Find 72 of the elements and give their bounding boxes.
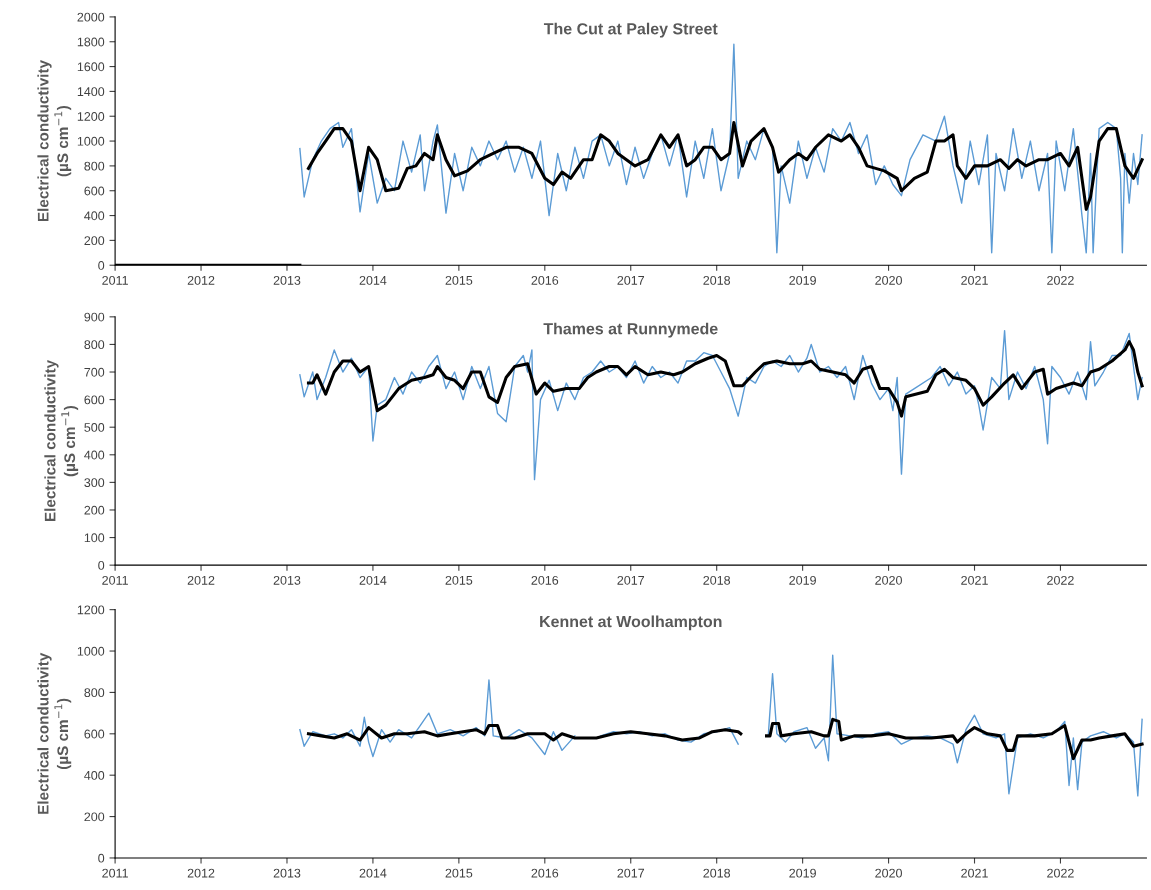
- y-tick-label: 1200: [77, 605, 105, 615]
- y-tick-label: 800: [84, 340, 105, 350]
- y-tick-label: 0: [98, 560, 105, 570]
- line-series: [306, 340, 1144, 418]
- x-tick-label: 2020: [875, 275, 902, 285]
- y-tick-label: 200: [84, 236, 105, 246]
- x-tick-label: 2019: [789, 868, 816, 878]
- x-tick-label: 2020: [875, 575, 902, 585]
- y-tick-label: 1800: [77, 37, 105, 47]
- chart-title: Kennet at Woolhampton: [540, 615, 722, 631]
- x-tick-label: 2016: [531, 575, 559, 585]
- y-tick-label: 400: [84, 450, 105, 460]
- y-tick-label: 500: [84, 423, 105, 432]
- y-tick-label: 1000: [77, 646, 105, 656]
- y-tick-label: 100: [84, 533, 105, 543]
- x-tick-label: 2015: [445, 575, 473, 585]
- x-tick-label: 2015: [445, 868, 473, 878]
- x-tick-label: 2022: [1047, 868, 1074, 878]
- y-tick-label: 800: [84, 688, 105, 698]
- x-tick-label: 2016: [531, 275, 559, 285]
- x-tick-label: 2013: [273, 868, 301, 878]
- x-tick-label: 2014: [359, 575, 387, 585]
- x-tick-label: 2022: [1047, 275, 1074, 285]
- x-tick-label: 2017: [617, 868, 645, 878]
- x-tick-label: 2012: [187, 275, 215, 285]
- x-tick-label: 2011: [102, 575, 128, 585]
- x-tick-label: 2021: [961, 275, 988, 285]
- x-tick-label: 2013: [273, 575, 301, 585]
- y-axis-title: Electrical conductivity (µS cm$^{−1}$): [37, 652, 72, 814]
- y-tick-label: 0: [98, 853, 105, 863]
- x-tick-label: 2017: [617, 275, 645, 285]
- y-tick-label: 900: [84, 312, 105, 322]
- x-tick-label: 2012: [187, 868, 215, 878]
- x-tick-label: 2014: [359, 868, 387, 878]
- x-tick-label: 2021: [961, 575, 988, 585]
- x-tick-label: 2014: [359, 275, 387, 285]
- y-tick-label: 1600: [77, 62, 105, 72]
- y-tick-label: 2000: [77, 12, 105, 22]
- y-tick-label: 200: [84, 505, 105, 515]
- x-tick-label: 2017: [617, 575, 645, 585]
- y-tick-label: 1000: [77, 136, 105, 146]
- y-tick-label: 600: [84, 186, 105, 196]
- x-tick-label: 2020: [875, 868, 902, 878]
- x-tick-label: 2018: [703, 275, 731, 285]
- x-tick-label: 2019: [789, 275, 816, 285]
- y-tick-label: 1400: [77, 87, 105, 97]
- x-tick-label: 2016: [531, 868, 559, 878]
- x-tick-label: 2019: [789, 575, 816, 585]
- y-tick-label: 200: [84, 812, 105, 822]
- x-tick-label: 2012: [187, 575, 215, 585]
- y-tick-label: 800: [84, 161, 105, 171]
- x-tick-label: 2018: [703, 868, 731, 878]
- y-tick-label: 400: [84, 770, 105, 780]
- y-tick-label: 700: [84, 367, 105, 377]
- y-axis-title: Electrical conductivity (µS cm$^{−1}$): [37, 60, 72, 222]
- x-tick-label: 2022: [1047, 575, 1074, 585]
- line-series: [299, 43, 1143, 254]
- y-tick-label: 0: [98, 261, 105, 270]
- y-axis-title: Electrical conductivity (µS cm$^{−1}$): [44, 359, 79, 522]
- x-tick-label: 2011: [102, 868, 128, 878]
- y-tick-label: 400: [84, 211, 105, 221]
- x-tick-label: 2021: [961, 868, 988, 878]
- x-tick-label: 2015: [445, 275, 473, 285]
- y-tick-label: 1200: [77, 112, 105, 121]
- y-tick-label: 300: [84, 478, 105, 488]
- x-tick-label: 2013: [273, 275, 301, 285]
- x-tick-label: 2011: [102, 275, 128, 285]
- chart-title: Thames at Runnymede: [543, 322, 718, 338]
- x-tick-label: 2018: [703, 575, 731, 585]
- y-tick-label: 600: [84, 395, 105, 405]
- y-tick-label: 600: [84, 729, 105, 739]
- chart-title: The Cut at Paley Street: [543, 22, 718, 38]
